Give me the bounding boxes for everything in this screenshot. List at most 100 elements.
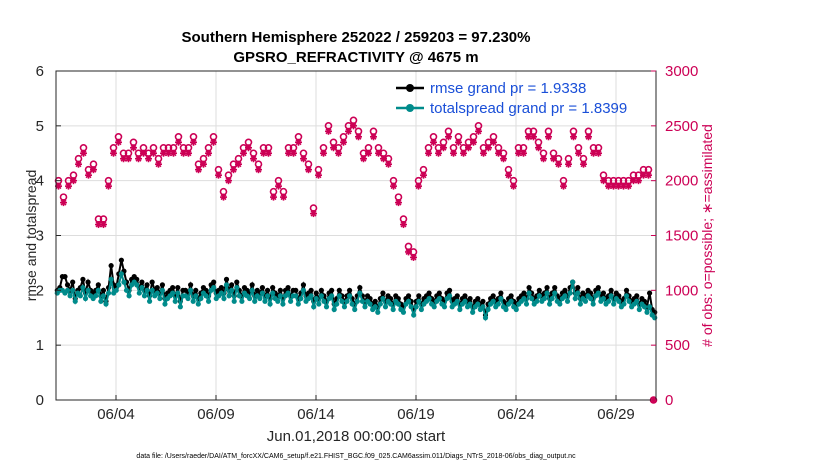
spread-point xyxy=(218,290,224,296)
spread-point xyxy=(557,301,563,307)
asterisk-stroke xyxy=(640,172,647,179)
spread-point xyxy=(354,298,360,304)
spread-point xyxy=(262,298,268,304)
spread-point xyxy=(226,293,232,299)
spread-point xyxy=(572,295,578,302)
obs-assimilated-point xyxy=(220,193,227,201)
obs-assimilated-point xyxy=(280,193,287,201)
obs-assimilated-point xyxy=(170,149,177,157)
legend-rmse-label: rmse grand pr = 1.9338 xyxy=(430,80,586,97)
obs-assimilated-point xyxy=(575,149,582,157)
obs-assimilated-point xyxy=(510,182,517,190)
spread-point xyxy=(388,301,394,307)
asterisk-stroke xyxy=(360,155,367,162)
asterisk-stroke xyxy=(545,133,552,140)
asterisk-stroke xyxy=(145,155,152,162)
obs-assimilated-point xyxy=(430,138,437,146)
rmse-point xyxy=(144,282,150,288)
spread-point xyxy=(446,293,453,299)
asterisk-stroke xyxy=(585,133,592,140)
obs-assimilated-point xyxy=(300,155,307,163)
obs-assimilated-point xyxy=(185,149,192,157)
obs-assimilated-point xyxy=(260,149,267,157)
rmse-point xyxy=(536,287,542,293)
right-tick-label: 2000 xyxy=(665,173,698,190)
rmse-point xyxy=(313,290,319,296)
obs-assimilated-point xyxy=(390,182,397,190)
spread-point xyxy=(229,287,235,293)
obs-assimilated-point xyxy=(345,127,352,135)
spread-point xyxy=(267,301,273,307)
spread-point xyxy=(567,290,573,296)
spread-point xyxy=(503,306,509,313)
obs-assimilated-point xyxy=(395,199,402,207)
obs-assimilated-point xyxy=(560,182,567,190)
asterisk-stroke xyxy=(620,183,627,190)
asterisk-stroke xyxy=(140,150,147,157)
obs-assimilated-point xyxy=(465,144,472,152)
asterisk-stroke xyxy=(465,144,472,151)
rmse-point xyxy=(552,284,558,291)
spread-point xyxy=(259,290,266,296)
spread-point xyxy=(408,304,414,310)
rmse-point xyxy=(218,284,224,291)
asterisk-stroke xyxy=(440,144,447,151)
obs-assimilated-point xyxy=(110,149,117,157)
rmse-point xyxy=(544,284,550,291)
spread-point xyxy=(136,290,142,296)
obs-assimilated-point xyxy=(595,149,602,157)
rmse-point xyxy=(357,284,363,291)
spread-point xyxy=(172,298,178,304)
rmse-point xyxy=(100,287,107,293)
asterisk-stroke xyxy=(265,150,272,157)
obs-assimilated-point xyxy=(150,149,157,157)
asterisk-stroke xyxy=(250,155,257,162)
spread-point xyxy=(177,304,183,310)
asterisk-stroke xyxy=(255,166,262,173)
obs-assimilated-point xyxy=(250,155,257,163)
obs-assimilated-point xyxy=(645,171,652,179)
spread-point xyxy=(185,295,191,302)
spread-point xyxy=(293,293,299,299)
asterisk-stroke xyxy=(470,139,477,146)
asterisk-stroke xyxy=(550,155,557,162)
spread-point xyxy=(195,301,201,307)
rmse-point xyxy=(405,293,412,299)
obs-assimilated-point xyxy=(355,133,362,141)
spread-point xyxy=(359,298,366,304)
spread-point xyxy=(644,309,650,315)
legend-spread-label: totalspread grand pr = 1.8399 xyxy=(430,100,627,117)
asterisk-stroke xyxy=(530,133,537,140)
chart-title-line2: GPSRO_REFRACTIVITY @ 4675 m xyxy=(233,49,478,66)
left-tick-label: 0 xyxy=(36,392,44,409)
obs-assimilated-point xyxy=(325,127,332,135)
rmse-point xyxy=(229,282,235,288)
obs-assimilated-point xyxy=(625,182,632,190)
spread-point xyxy=(277,293,283,299)
asterisk-stroke xyxy=(485,144,492,151)
asterisk-stroke xyxy=(480,150,487,157)
spread-point xyxy=(246,295,253,302)
spread-point xyxy=(298,295,304,302)
obs-assimilated-point xyxy=(195,166,202,174)
obs-assimilated-point xyxy=(545,133,552,141)
rmse-point xyxy=(159,282,166,288)
obs-assimilated-point xyxy=(305,166,312,174)
spread-point xyxy=(149,287,155,293)
asterisk-stroke xyxy=(105,183,112,190)
asterisk-stroke xyxy=(535,144,542,151)
asterisk-stroke xyxy=(90,166,97,173)
spread-point xyxy=(67,293,73,299)
obs-assimilated-point xyxy=(485,144,492,152)
spread-point xyxy=(595,290,601,296)
asterisk-stroke xyxy=(60,199,67,206)
spread-point xyxy=(100,293,107,299)
spread-point xyxy=(362,304,368,310)
spread-point xyxy=(380,295,386,302)
obs-assimilated-point xyxy=(295,138,302,146)
rmse-point xyxy=(454,293,460,299)
asterisk-stroke xyxy=(395,199,402,206)
asterisk-stroke xyxy=(375,150,382,157)
y-axis-label-left: rmse and totalspread xyxy=(23,170,39,302)
obs-assimilated-point xyxy=(455,138,462,146)
